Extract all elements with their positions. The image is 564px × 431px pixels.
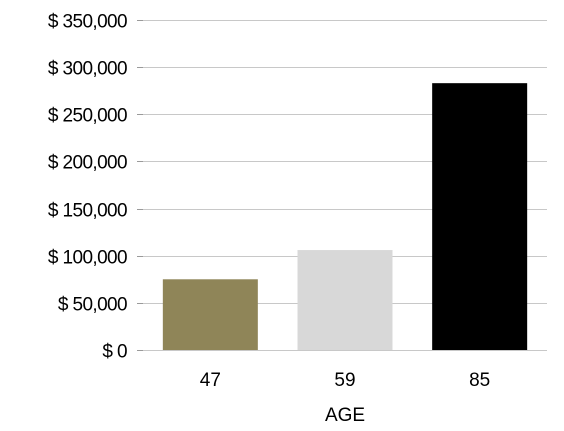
y-tick-label: $ 50,000	[58, 295, 127, 316]
x-axis-ticks: 47 59 85	[200, 370, 490, 391]
bar-59	[297, 250, 393, 350]
y-tick-label: $ 200,000	[48, 153, 127, 174]
y-tick-label: $ 0	[102, 342, 127, 363]
y-axis-ticks: $ 0 $ 50,000 $ 100,000 $ 150,000 $ 200,000 $ …	[48, 12, 128, 363]
y-tick-label: $ 350,000	[48, 12, 127, 33]
x-tick-label: 47	[200, 370, 221, 391]
x-axis-title: AGE	[325, 405, 365, 426]
bar-47	[162, 279, 258, 350]
bar-85	[432, 83, 528, 351]
x-tick-label: 59	[334, 370, 355, 391]
bars	[162, 83, 528, 351]
y-tick-label: $ 100,000	[48, 248, 127, 269]
y-tick-label: $ 250,000	[48, 106, 127, 127]
y-tick-label: $ 150,000	[48, 201, 127, 222]
x-tick-label: 85	[469, 370, 490, 391]
y-tick-label: $ 300,000	[48, 59, 127, 80]
